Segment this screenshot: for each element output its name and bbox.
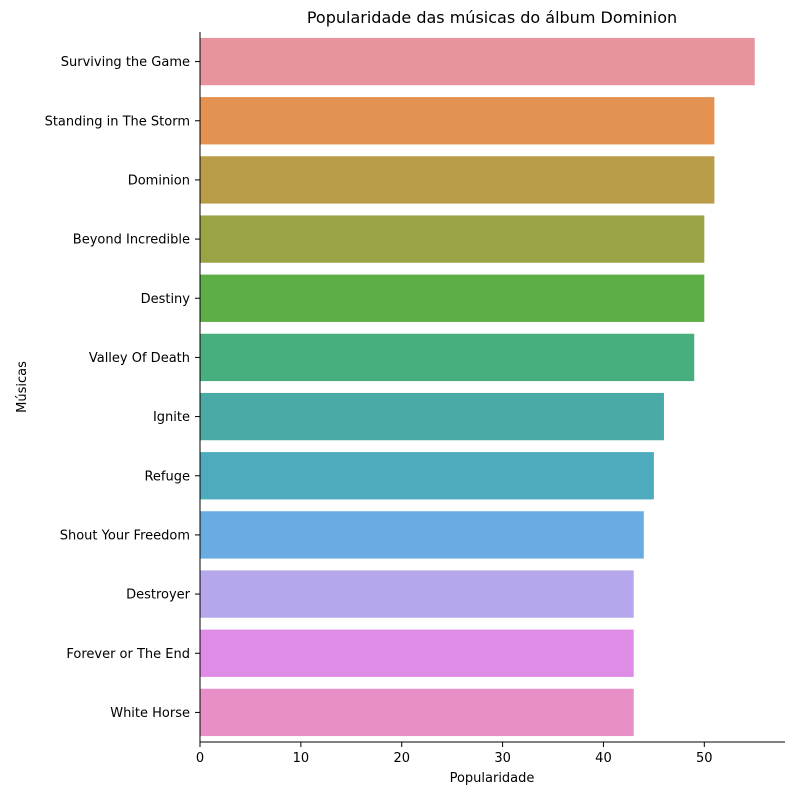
y-tick-label: Shout Your Freedom [60,528,190,543]
bar-7 [200,452,654,500]
y-tick-label: Forever or The End [66,647,190,662]
y-tick-group: Surviving the Game Standing in The Storm D… [45,55,200,721]
chart-title: Popularidade das músicas do álbum Domini… [307,8,677,27]
x-tick-group: 0 10 20 30 40 50 [196,742,713,766]
bar-10 [200,629,634,677]
y-tick-label: Dominion [128,173,190,188]
bar-4 [200,274,705,322]
y-tick-label: Beyond Incredible [73,233,190,248]
y-tick-label: Ignite [153,410,190,425]
bar-0 [200,37,755,86]
y-tick-label: Standing in The Storm [45,114,190,129]
bar-9 [200,570,634,618]
x-tick-label: 20 [393,751,410,766]
bar-8 [200,511,644,559]
bar-5 [200,333,695,382]
y-tick-label: Destroyer [126,588,191,603]
bar-11 [200,688,634,737]
x-tick-label: 10 [293,751,310,766]
x-tick-label: 0 [196,751,204,766]
y-tick-label: Destiny [141,292,191,307]
y-tick-label: Refuge [144,469,190,484]
bars-group [200,37,755,737]
bar-3 [200,215,705,263]
y-tick-label: Surviving the Game [61,55,190,70]
y-axis-label: Músicas [15,361,30,413]
y-tick-label: White Horse [110,706,190,721]
x-axis-label: Popularidade [450,771,535,786]
y-tick-label: Valley Of Death [89,351,190,366]
bar-2 [200,156,715,204]
x-tick-label: 40 [595,751,612,766]
bar-6 [200,392,664,441]
bar-1 [200,97,715,145]
x-tick-label: 50 [696,751,713,766]
x-tick-label: 30 [494,751,511,766]
